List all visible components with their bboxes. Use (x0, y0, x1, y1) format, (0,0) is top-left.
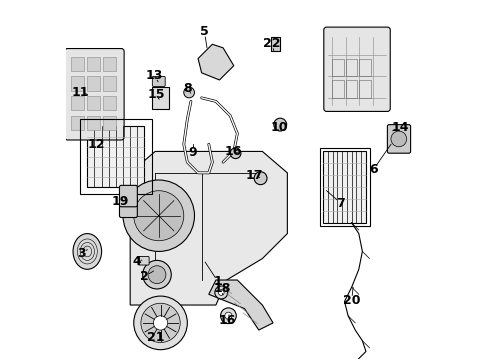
Bar (271, 37, 280, 51)
Bar (151, 87, 169, 109)
Polygon shape (198, 44, 233, 80)
Bar (331, 80, 343, 98)
Text: 20: 20 (342, 294, 360, 307)
FancyBboxPatch shape (119, 196, 137, 217)
Circle shape (134, 296, 187, 350)
Bar (71, 96, 83, 111)
Circle shape (230, 148, 241, 158)
Bar (103, 116, 116, 130)
Bar (358, 59, 370, 76)
Text: 4: 4 (132, 255, 141, 268)
Polygon shape (208, 280, 272, 330)
Bar (87, 116, 100, 130)
Bar (103, 96, 116, 111)
Text: 1: 1 (213, 275, 222, 288)
Bar (71, 57, 83, 71)
Text: 6: 6 (368, 163, 377, 176)
Text: 8: 8 (183, 82, 191, 95)
Bar (87, 76, 100, 91)
Circle shape (390, 131, 406, 147)
Circle shape (214, 286, 227, 299)
Bar (80, 119, 151, 194)
Bar (103, 57, 116, 71)
Text: 3: 3 (78, 247, 86, 260)
Circle shape (148, 266, 165, 284)
Circle shape (254, 172, 266, 185)
FancyBboxPatch shape (386, 125, 410, 153)
Text: 14: 14 (390, 121, 408, 134)
Circle shape (218, 290, 224, 296)
Circle shape (224, 312, 231, 319)
Bar (358, 80, 370, 98)
Bar (345, 80, 357, 98)
FancyBboxPatch shape (323, 27, 389, 111)
Circle shape (123, 180, 194, 251)
Bar (87, 57, 100, 71)
Circle shape (273, 118, 286, 131)
Bar (103, 76, 116, 91)
Text: 19: 19 (111, 195, 129, 208)
Circle shape (183, 87, 194, 98)
Ellipse shape (73, 234, 102, 269)
Text: 13: 13 (145, 69, 163, 82)
Text: 12: 12 (87, 139, 105, 152)
Text: 7: 7 (336, 197, 345, 210)
FancyBboxPatch shape (138, 256, 149, 265)
Text: 18: 18 (213, 283, 230, 296)
Text: 5: 5 (200, 25, 208, 38)
Bar (323, 152, 365, 223)
Bar (71, 76, 83, 91)
Text: 17: 17 (245, 169, 263, 182)
Circle shape (220, 308, 236, 324)
Text: 22: 22 (263, 37, 280, 50)
Text: 9: 9 (188, 146, 197, 159)
Text: 15: 15 (147, 89, 164, 102)
Text: 16: 16 (224, 145, 241, 158)
Bar (87, 96, 100, 111)
Bar (345, 59, 357, 76)
FancyBboxPatch shape (152, 76, 165, 86)
Bar (319, 148, 369, 226)
Bar (71, 116, 83, 130)
FancyBboxPatch shape (65, 49, 124, 140)
Circle shape (153, 316, 167, 330)
Circle shape (142, 260, 171, 289)
Bar (331, 59, 343, 76)
Text: 21: 21 (147, 331, 164, 344)
Circle shape (141, 303, 180, 342)
Text: 16: 16 (218, 314, 236, 327)
FancyBboxPatch shape (119, 185, 137, 207)
Polygon shape (130, 152, 287, 305)
Text: 11: 11 (71, 86, 89, 99)
Text: 10: 10 (270, 121, 287, 134)
Bar (87, 126, 144, 187)
Text: 2: 2 (140, 270, 148, 283)
Circle shape (134, 191, 183, 241)
